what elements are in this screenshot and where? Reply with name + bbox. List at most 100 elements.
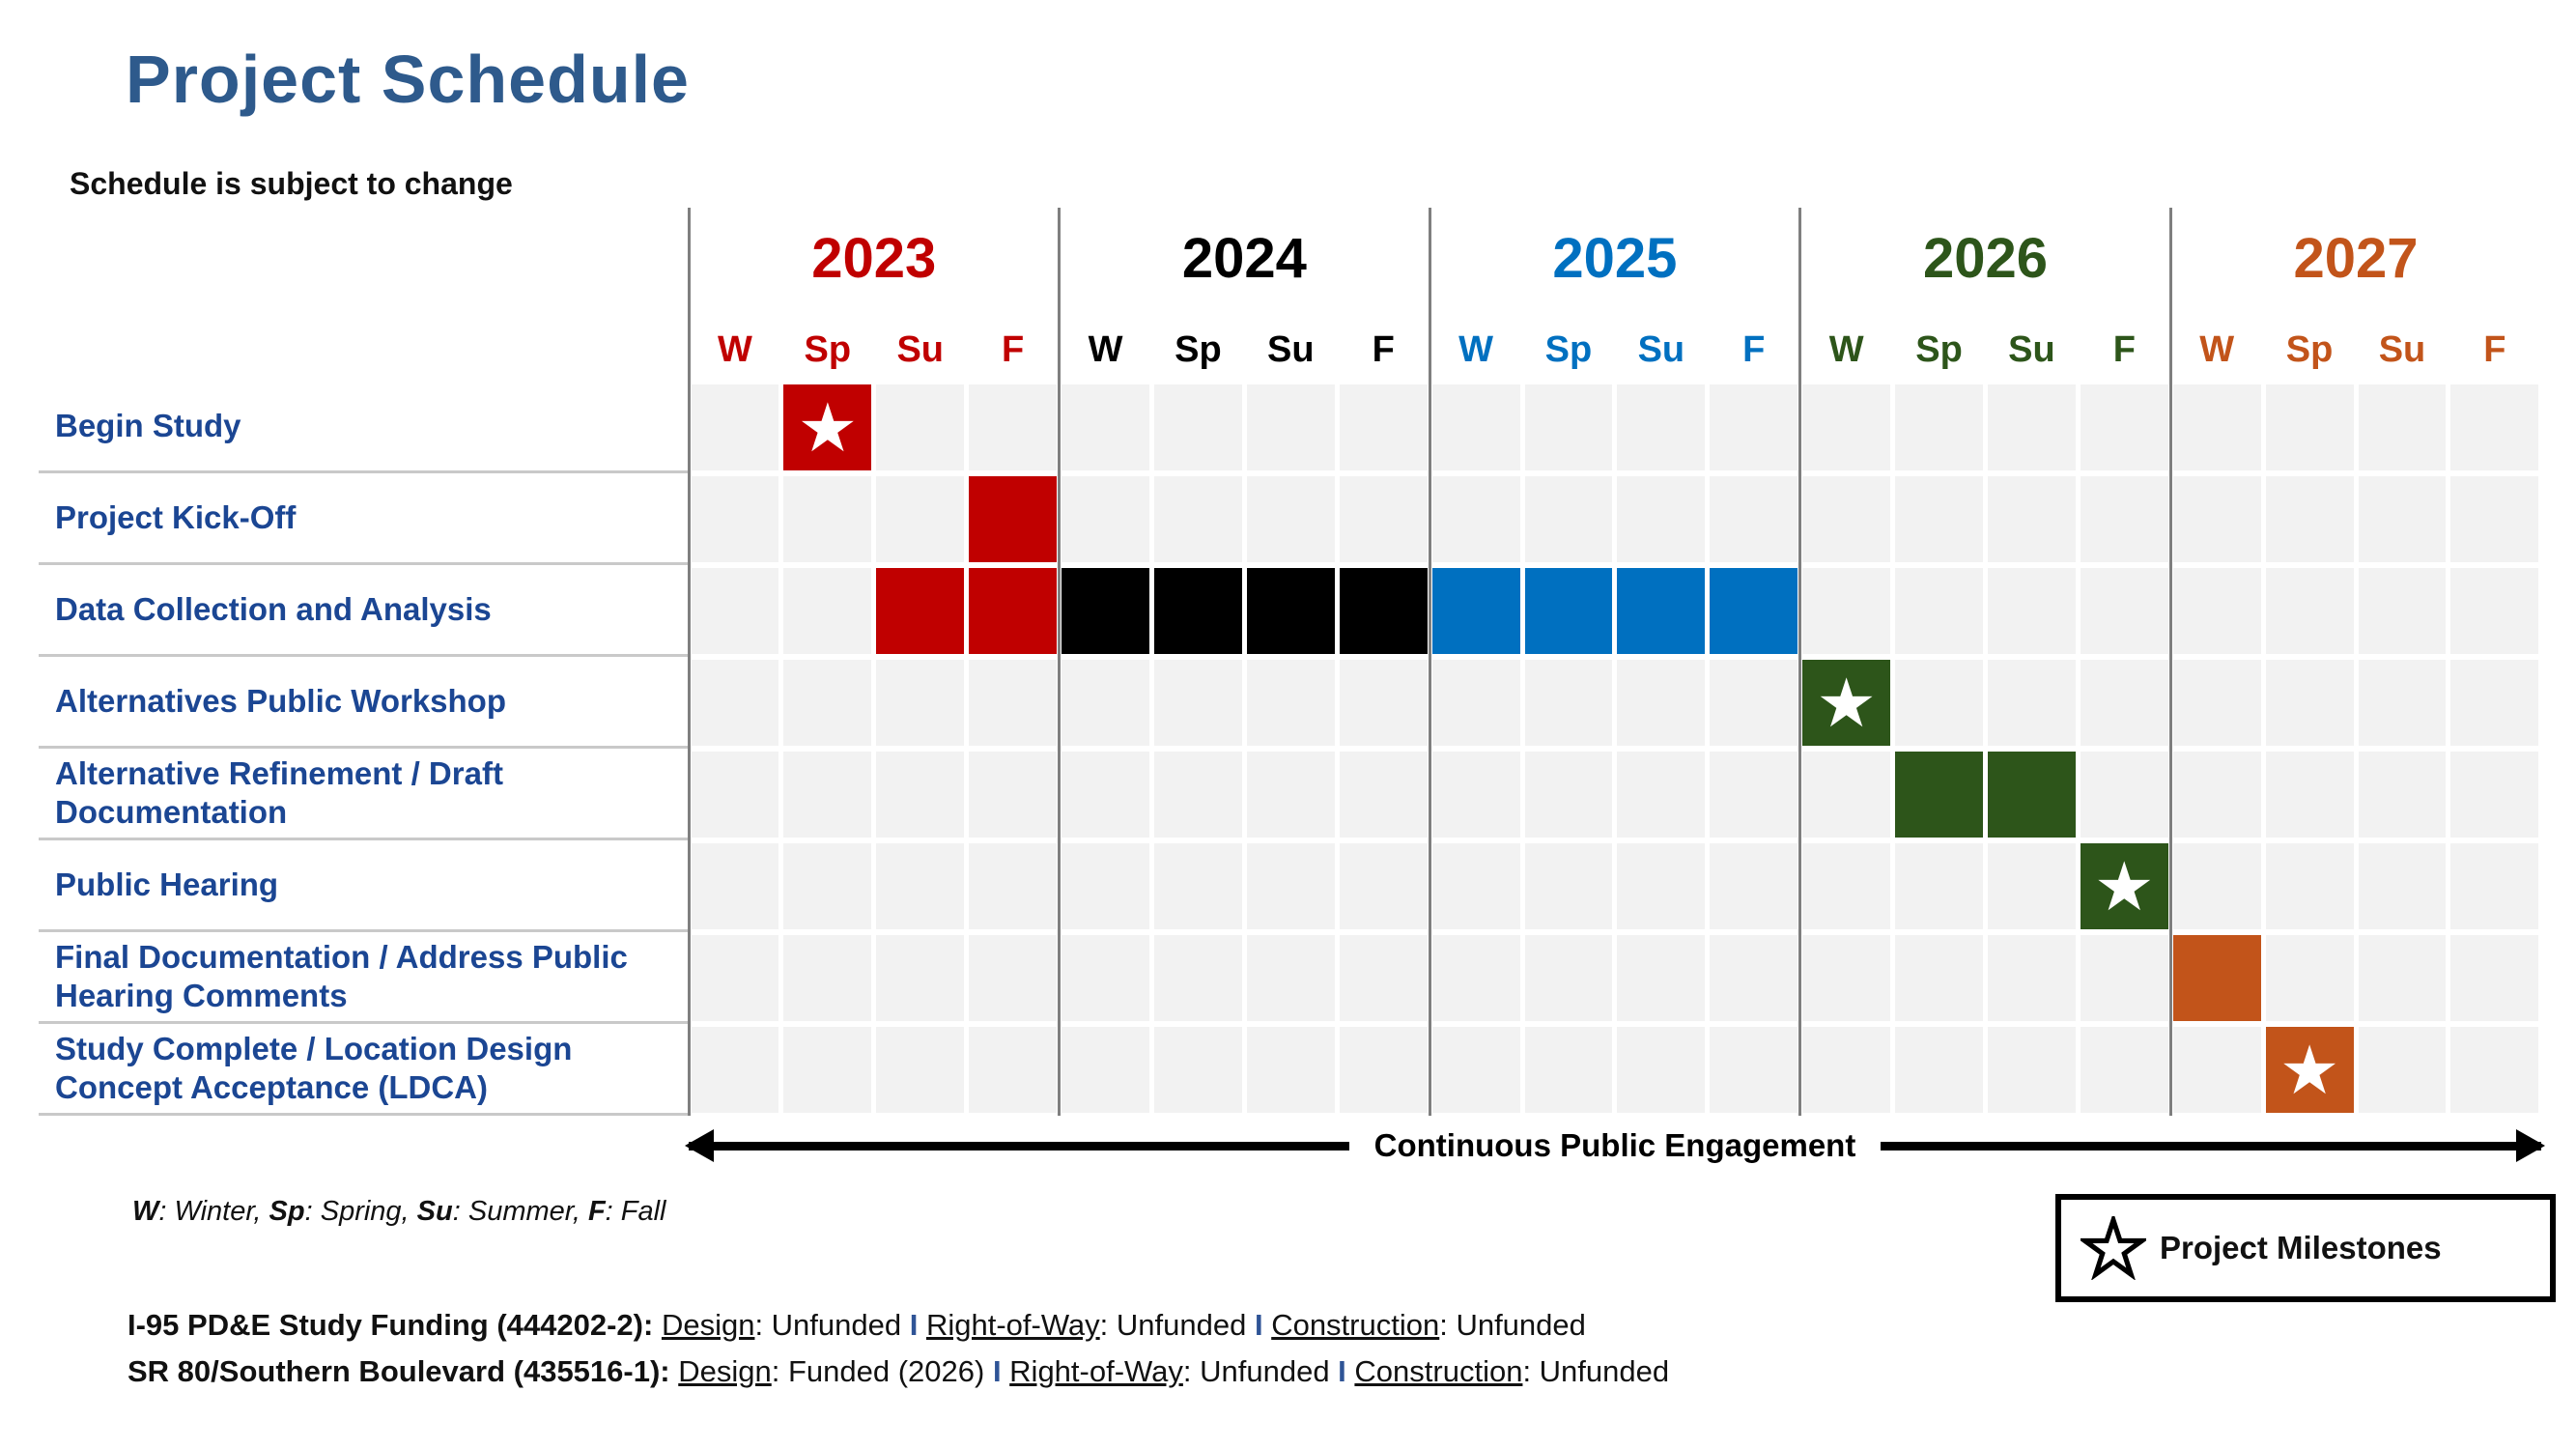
grid-cell [691,660,779,746]
funding-prefix: I-95 PD&E Study Funding (444202-2): [127,1308,662,1342]
grid-cell [876,843,965,929]
grid-cell [2080,660,2168,746]
grid-cell [1153,843,1242,929]
grid-cell [691,384,779,470]
grid-cell [1431,843,1520,929]
grid-cell [2172,384,2261,470]
grid-cell [1895,935,1983,1021]
task-label: Begin Study [39,382,689,473]
grid-cell [969,1027,1058,1113]
funding-separator: I [984,1354,1010,1388]
grid-cell [1895,568,1983,654]
grid-cell [2265,935,2354,1021]
grid-cell [1524,752,1613,838]
grid-cell [1524,1027,1613,1113]
grid-cell [2172,1027,2261,1113]
grid-cell-filled [876,568,965,654]
grid-cell [691,568,779,654]
grid-cell-filled [1987,752,2076,838]
grid-cell [2450,476,2539,562]
grid-cell [2358,384,2447,470]
grid-cell [1339,1027,1428,1113]
season-header-2026-Su: Su [2008,329,2055,370]
funding-prefix: SR 80/Southern Boulevard (435516-1): [127,1354,679,1388]
season-header-2027-F: F [2483,329,2506,370]
grid-cell [1802,935,1891,1021]
season-header-2027-W: W [2199,329,2235,370]
grid-cell [1246,660,1335,746]
grid-cell [1153,476,1242,562]
grid-cell-filled [1524,568,1613,654]
grid-cell [1895,384,1983,470]
grid-cell [969,935,1058,1021]
grid-cell [1524,476,1613,562]
grid-cell [783,568,872,654]
grid-cell [1524,660,1613,746]
grid-cell [1802,568,1891,654]
grid-cell [2080,476,2168,562]
grid-cell [1062,384,1149,470]
grid-cell [2265,843,2354,929]
grid-cell-filled [1062,568,1149,654]
season-header-2023-Sp: Sp [804,329,852,370]
grid-cell [2080,384,2168,470]
season-header-2027-Su: Su [2378,329,2426,370]
grid-cell [1062,660,1149,746]
year-header-2025: 2025 [1552,227,1678,290]
grid-cell-filled: ★ [2080,843,2168,929]
grid-cell [1062,476,1149,562]
grid-cell [2080,568,2168,654]
season-header-2026-F: F [2112,329,2136,370]
grid-cell [1246,1027,1335,1113]
season-header-2025-W: W [1458,329,1493,370]
grid-cell [2358,935,2447,1021]
grid-cell [783,660,872,746]
grid-cell [691,1027,779,1113]
grid-cell [2450,752,2539,838]
grid-cell [1617,843,1706,929]
season-abbr: Sp [269,1196,305,1227]
grid-cell [1246,384,1335,470]
task-label: Final Documentation / Address Public Hea… [39,932,689,1024]
grid-cell [1431,935,1520,1021]
funding-line: I-95 PD&E Study Funding (444202-2): Desi… [127,1308,1586,1342]
arrow-left-icon [685,1128,1349,1162]
grid-cell [1710,843,1798,929]
grid-cell [691,752,779,838]
funding-line: SR 80/Southern Boulevard (435516-1): Des… [127,1354,1670,1388]
funding-phase: Construction [1354,1354,1523,1388]
grid-cell [1339,476,1428,562]
grid-cell [1987,384,2076,470]
grid-cell [1062,752,1149,838]
grid-cell [783,476,872,562]
season-abbr: W [132,1196,159,1227]
grid-cell-filled [1246,568,1335,654]
grid-cell [2358,476,2447,562]
grid-cell [2172,476,2261,562]
grid-cell [1617,1027,1706,1113]
season-header-2023-F: F [1002,329,1025,370]
grid-cell [1617,660,1706,746]
funding-separator: I [1329,1354,1355,1388]
season-header-2023-Su: Su [896,329,944,370]
grid-cell [1710,752,1798,838]
season-header-2024-Sp: Sp [1175,329,1222,370]
grid-cell [1153,384,1242,470]
grid-cell [2450,843,2539,929]
grid-cell-filled: ★ [783,384,872,470]
grid-cell [1802,384,1891,470]
grid-cell [1062,1027,1149,1113]
grid-cell [2172,843,2261,929]
grid-cell [2450,935,2539,1021]
grid-cell [1802,843,1891,929]
season-abbr: F [587,1196,606,1227]
funding-notes: I-95 PD&E Study Funding (444202-2): Desi… [127,1302,1669,1395]
star-outline-icon [2081,1216,2146,1280]
year-divider [1058,208,1062,1116]
task-label: Data Collection and Analysis [39,565,689,657]
grid-cell [2358,660,2447,746]
grid-cell-filled [1153,568,1242,654]
season-header-2025-F: F [1742,329,1766,370]
season-legend: W: Winter, Sp: Spring, Su: Summer, F: Fa… [132,1196,666,1227]
